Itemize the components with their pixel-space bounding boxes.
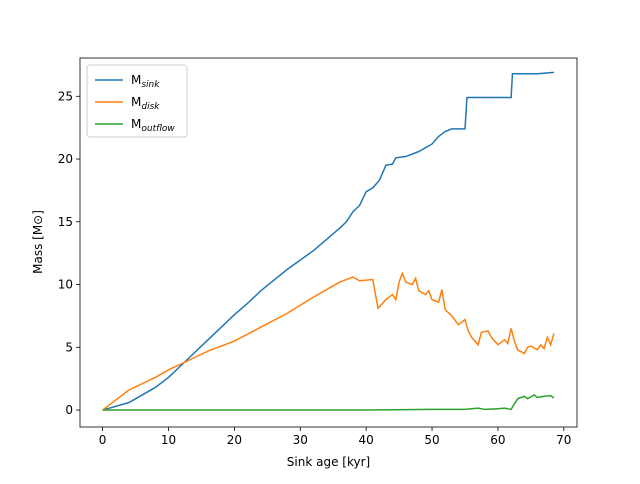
x-axis-label: Sink age [kyr]	[287, 455, 370, 469]
x-tick-label: 60	[490, 433, 505, 447]
y-tick-label: 0	[65, 403, 73, 417]
y-tick-label: 25	[58, 89, 73, 103]
legend-label: Mdisk	[131, 95, 160, 112]
x-tick-label: 30	[293, 433, 308, 447]
y-axis-label: Mass [M⊙]	[31, 210, 45, 274]
y-tick-label: 20	[58, 152, 73, 166]
x-tick-label: 10	[161, 433, 176, 447]
line	[102, 271, 555, 411]
x-tick-label: 0	[99, 433, 107, 447]
legend-label: Msink	[131, 73, 160, 90]
line	[102, 71, 554, 411]
line	[102, 394, 555, 411]
legend-label: Moutflow	[131, 117, 175, 134]
x-tick-label: 40	[359, 433, 374, 447]
plot-frame	[79, 57, 578, 428]
x-tick-label: 70	[556, 433, 571, 447]
x-tick-label: 20	[227, 433, 242, 447]
x-tick-label: 50	[424, 433, 439, 447]
y-tick-label: 15	[58, 215, 73, 229]
legend-box	[86, 64, 188, 138]
y-tick-label: 10	[58, 278, 73, 292]
y-tick-label: 5	[65, 340, 73, 354]
